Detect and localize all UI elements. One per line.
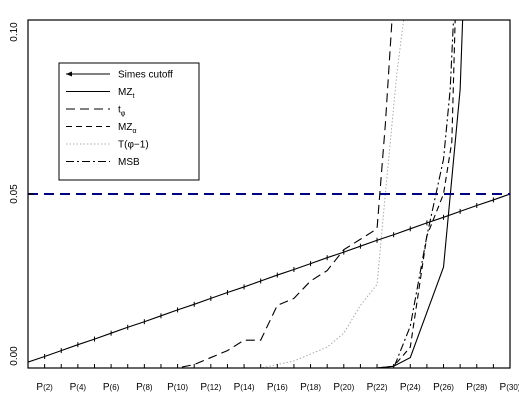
- series-line-tphi: [28, 20, 393, 368]
- x-axis: P(2) P(4) P(6) P(8) P(10) P(12) P(14) P(16) P(18…: [27, 364, 519, 393]
- legend-label-tphi: tφ: [118, 105, 126, 118]
- x-tick-label: P(16): [267, 382, 288, 393]
- x-tick-label: P(14): [234, 382, 255, 393]
- legend: Simes cutoff MZt tφ MZα T(φ−1) MSB: [58, 62, 200, 181]
- x-tick-label: P(2): [36, 382, 53, 393]
- x-tick-label: P(18): [300, 382, 321, 393]
- legend-label-mzt: MZt: [118, 87, 134, 100]
- x-tick-label: P(30): [500, 382, 519, 393]
- x-tick-label: P(4): [70, 382, 87, 393]
- x-tick-label: P(6): [103, 382, 120, 393]
- series-line-msb: [28, 20, 455, 368]
- legend-label-tphi1: T(φ−1): [118, 140, 149, 151]
- y-tick-label: 0.00: [9, 346, 20, 366]
- legend-label-mza: MZα: [118, 122, 137, 135]
- x-tick-label: P(20): [333, 382, 354, 393]
- x-tick-label: P(8): [136, 382, 153, 393]
- x-tick-label: P(28): [466, 382, 487, 393]
- y-tick-label: 0.10: [9, 22, 20, 42]
- legend-label-msb: MSB: [118, 157, 140, 168]
- legend-box: [58, 62, 200, 181]
- x-tick-label: P(26): [433, 382, 454, 393]
- legend-label-simes: Simes cutoff: [118, 70, 173, 81]
- series-line-mzt: [28, 20, 464, 368]
- y-axis: 0.00 0.05 0.10: [9, 19, 34, 369]
- plot-series: [28, 20, 510, 368]
- series-line-simes: [28, 193, 510, 363]
- x-tick-label: P(22): [367, 382, 388, 393]
- x-tick-label: P(12): [200, 382, 221, 393]
- y-tick-label: 0.05: [9, 184, 20, 204]
- x-tick-label: P(24): [400, 382, 421, 393]
- legend-arrow-icon: [66, 71, 72, 77]
- x-tick-label: P(10): [167, 382, 188, 393]
